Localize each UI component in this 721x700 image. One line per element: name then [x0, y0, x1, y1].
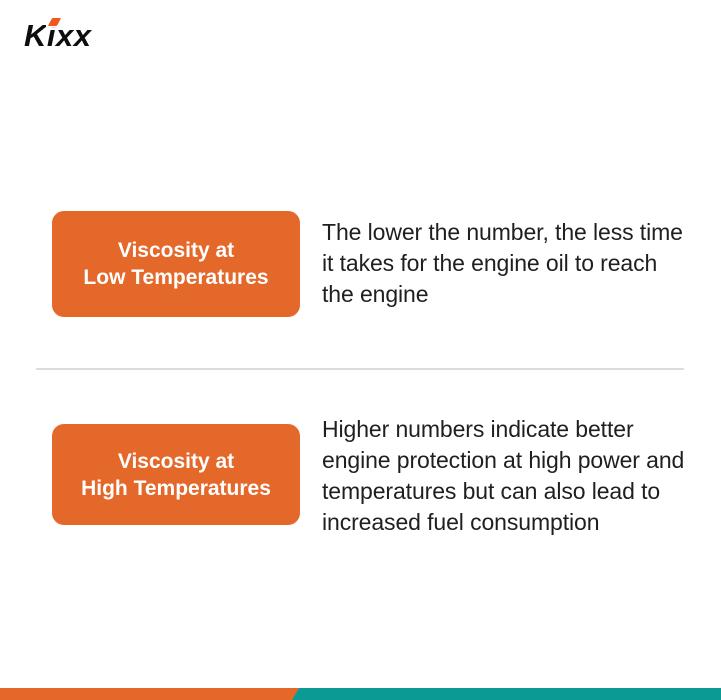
label-low-line2: Low Temperatures [83, 266, 269, 289]
kixx-logo: Kixx [24, 17, 134, 54]
label-box-high-temperatures: Viscosity at High Temperatures [52, 424, 300, 525]
label-high-line2: High Temperatures [81, 476, 271, 500]
footer-teal-segment [292, 688, 721, 700]
label-high-line1: Viscosity at [117, 449, 235, 473]
footer-bar [0, 688, 721, 700]
description-high-temperatures: Higher numbers indicate better engine pr… [322, 416, 685, 535]
section-divider [36, 368, 684, 370]
description-low-temperatures: The lower the number, the less time it t… [322, 219, 683, 307]
label-box-low-temperatures: Viscosity at Low Temperatures [52, 211, 300, 317]
footer-orange-segment [0, 688, 300, 700]
label-low-line1: Viscosity at [117, 239, 235, 262]
